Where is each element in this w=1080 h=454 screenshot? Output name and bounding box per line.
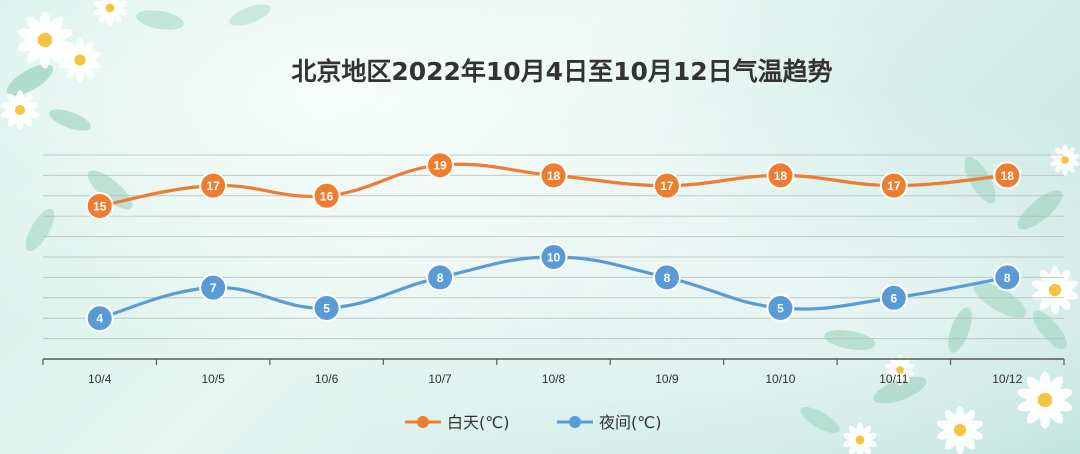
x-tick-label: 10/8: [542, 372, 566, 386]
data-point: [199, 171, 228, 200]
chart-title: 北京地区2022年10月4日至10月12日气温趋势: [291, 57, 832, 86]
flower-icon: [1, 90, 39, 130]
data-label: 17: [887, 179, 901, 193]
x-tick-label: 10/7: [428, 372, 452, 386]
leaf-shape: [6, 64, 54, 96]
data-label: 18: [547, 169, 561, 183]
data-point: [766, 161, 795, 190]
leaf-shape: [229, 4, 271, 26]
data-label: 5: [777, 302, 784, 316]
legend-marker: [417, 416, 429, 428]
data-point: [312, 181, 341, 210]
series-group: 15 17 16 19 18 17 18 17 18 4 7 5 8 10 8 5 6 8: [85, 151, 1022, 333]
flower-icon: [58, 38, 102, 82]
data-label: 10: [547, 251, 561, 265]
data-point: [993, 263, 1022, 292]
x-tick-label: 10/12: [992, 372, 1022, 386]
legend-label: 白天(℃): [447, 413, 509, 432]
x-tick-label: 10/11: [879, 372, 908, 386]
leaf-shape: [948, 307, 972, 353]
data-point: [85, 304, 114, 333]
data-label: 17: [660, 179, 674, 193]
data-point: [85, 192, 114, 220]
legend-item: 白天(℃): [405, 413, 509, 432]
data-point: [539, 243, 568, 271]
data-label: 18: [774, 169, 788, 183]
data-label: 16: [320, 189, 334, 203]
flower-icon: [936, 405, 984, 454]
data-point: [539, 161, 568, 190]
data-label: 17: [206, 179, 220, 193]
flower-icon: [1050, 144, 1080, 176]
leaf-shape: [136, 10, 184, 30]
leaf-shape: [873, 376, 927, 404]
data-label: 5: [323, 302, 330, 316]
data-label: 18: [1001, 169, 1015, 183]
x-tick-label: 10/9: [655, 372, 679, 386]
legend: 白天(℃) 夜间(℃): [405, 413, 661, 432]
data-point: [199, 273, 228, 302]
leaf-shape: [25, 208, 55, 252]
flower-icon: [17, 11, 73, 69]
data-point: [312, 294, 341, 322]
data-label: 7: [210, 281, 217, 295]
flower-center: [1037, 392, 1053, 408]
x-tick-label: 10/6: [315, 372, 339, 386]
data-label: 6: [890, 291, 897, 305]
x-tick-label: 10/4: [88, 372, 112, 386]
data-label: 4: [96, 312, 103, 326]
flower-icon: [1017, 371, 1073, 429]
legend-item: 夜间(℃): [557, 413, 661, 432]
data-label: 8: [1004, 271, 1011, 285]
data-point: [879, 283, 908, 312]
data-point: [426, 151, 455, 180]
leaf-shape: [49, 109, 91, 131]
flower-icon: [843, 422, 877, 454]
data-point: [993, 161, 1022, 190]
series-night: 4 7 5 8 10 8 5 6 8: [85, 243, 1022, 333]
flower-center: [105, 3, 115, 13]
flower-center: [896, 366, 904, 374]
leaf-shape: [973, 282, 1027, 318]
flower-center: [1061, 156, 1069, 164]
flower-center: [74, 54, 86, 66]
leaf-shape: [824, 330, 876, 350]
data-point: [652, 263, 681, 292]
data-label: 8: [664, 271, 671, 285]
data-point: [652, 171, 681, 200]
flower-center: [37, 32, 53, 48]
flower-icon: [93, 0, 127, 26]
x-tick-label: 10/10: [765, 372, 795, 386]
leaf-shape: [1033, 310, 1067, 350]
data-point: [766, 294, 795, 322]
data-point: [426, 263, 455, 292]
flower-center: [855, 435, 865, 445]
data-label: 15: [93, 200, 107, 214]
x-tick-label: 10/5: [201, 372, 225, 386]
data-point: [879, 171, 908, 200]
leaf-shape: [1017, 190, 1063, 230]
x-axis: 10/4 10/5 10/6 10/7 10/8 10/9 10/10 10/11 10/12: [42, 358, 1065, 386]
flower-icon: [1031, 265, 1079, 315]
flower-center: [1048, 283, 1062, 297]
leaf-shape: [800, 407, 840, 433]
series-day: 15 17 16 19 18 17 18 17 18: [85, 151, 1022, 220]
data-label: 19: [433, 159, 447, 173]
legend-label: 夜间(℃): [599, 413, 661, 432]
flower-center: [14, 104, 26, 116]
legend-marker: [569, 416, 581, 428]
data-label: 8: [437, 271, 444, 285]
flower-center: [953, 423, 967, 437]
